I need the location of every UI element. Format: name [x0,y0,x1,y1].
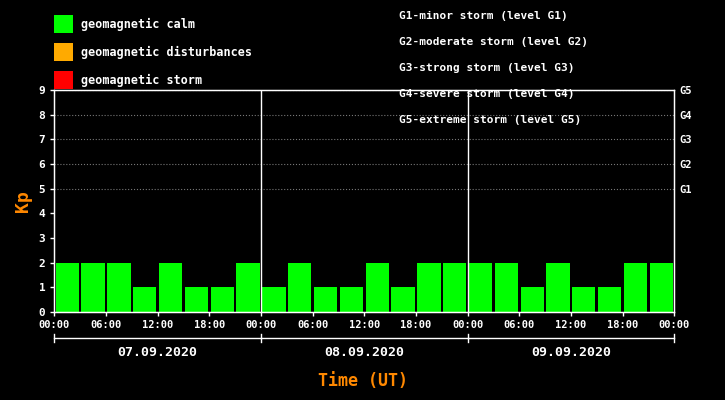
Text: 09.09.2020: 09.09.2020 [531,346,611,358]
Text: G1-minor storm (level G1): G1-minor storm (level G1) [399,11,568,21]
Bar [494,263,518,312]
Bar [469,263,492,312]
Text: 08.09.2020: 08.09.2020 [324,346,405,358]
Bar [547,263,570,312]
Bar [572,287,595,312]
Bar [314,287,337,312]
Text: 07.09.2020: 07.09.2020 [117,346,198,358]
Bar [185,287,208,312]
Text: G2-moderate storm (level G2): G2-moderate storm (level G2) [399,37,588,47]
Bar [133,287,157,312]
Bar [81,263,104,312]
Bar [159,263,182,312]
Bar [443,263,466,312]
Bar [521,287,544,312]
Text: geomagnetic calm: geomagnetic calm [81,18,195,30]
Text: G3-strong storm (level G3): G3-strong storm (level G3) [399,63,574,73]
Text: geomagnetic storm: geomagnetic storm [81,74,202,86]
Bar [262,287,286,312]
Bar [624,263,647,312]
Bar [340,287,363,312]
Bar [392,287,415,312]
Text: G5-extreme storm (level G5): G5-extreme storm (level G5) [399,115,581,125]
Bar [365,263,389,312]
Bar [650,263,673,312]
Bar [236,263,260,312]
Bar [598,287,621,312]
Bar [418,263,441,312]
Text: Time (UT): Time (UT) [318,372,407,390]
Y-axis label: Kp: Kp [14,190,32,212]
Text: geomagnetic disturbances: geomagnetic disturbances [81,46,252,58]
Bar [288,263,311,312]
Bar [107,263,130,312]
Bar [56,263,79,312]
Text: G4-severe storm (level G4): G4-severe storm (level G4) [399,89,574,99]
Bar [211,287,234,312]
